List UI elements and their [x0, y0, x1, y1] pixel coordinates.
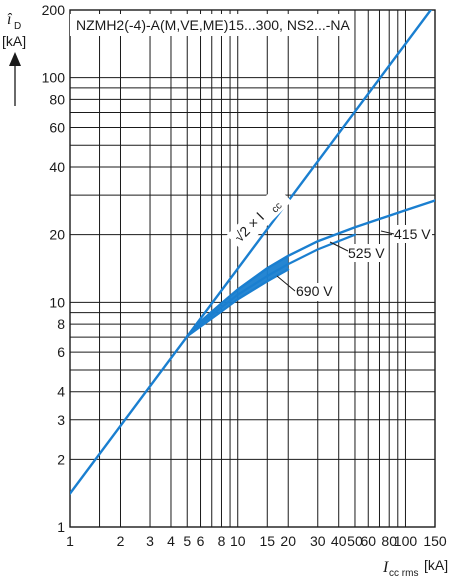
x-axis-label-sub: cc rms: [389, 568, 418, 579]
x-tick-label: 100: [394, 533, 418, 549]
x-tick-label: 50: [347, 533, 363, 549]
annotations: √2 × I cc 415 V 525 V 690 V: [226, 185, 432, 301]
annotation-415v: 415 V: [380, 225, 432, 243]
x-tick-label: 80: [381, 533, 397, 549]
y-axis-arrow-icon: [9, 52, 21, 66]
annotation-415v-leader: [380, 230, 395, 235]
x-tick-label: 8: [218, 533, 226, 549]
y-axis-label: î D [kA]: [2, 11, 26, 106]
y-tick-label: 100: [42, 70, 66, 86]
annotation-690v-label: 690 V: [296, 283, 333, 299]
sqrt2-line: [70, 10, 433, 495]
y-axis-label-main: î: [7, 11, 13, 28]
y-tick-label: 8: [57, 316, 65, 332]
x-tick-label: 60: [360, 533, 376, 549]
x-tick-label: 6: [197, 533, 205, 549]
y-tick-label: 60: [49, 119, 65, 135]
annotation-690v: 690 V: [276, 275, 333, 301]
y-tick-label: 4: [57, 384, 65, 400]
annotation-525v-background: [346, 244, 386, 262]
y-tick-label: 20: [49, 227, 65, 243]
x-tick-label: 40: [331, 533, 347, 549]
y-tick-label: 3: [57, 412, 65, 428]
x-tick-label: 20: [280, 533, 296, 549]
x-axis-label-main: I: [382, 559, 389, 576]
y-tick-label: 40: [49, 159, 65, 175]
grid: [69, 9, 436, 528]
x-tick-label: 30: [310, 533, 326, 549]
y-tick-label: 80: [49, 91, 65, 107]
annotation-415v-background: [392, 225, 432, 243]
annotation-525v: 525 V: [329, 241, 386, 262]
y-tick-label: 1: [57, 519, 65, 535]
title-background: [70, 14, 342, 36]
y-tick-label: 200: [42, 2, 66, 18]
annotation-sqrt2-background: [226, 185, 292, 251]
annotation-690v-leader: [276, 275, 296, 292]
y-tick-label: 10: [49, 294, 65, 310]
x-tick-label: 2: [117, 533, 125, 549]
annotation-525v-label: 525 V: [348, 245, 385, 261]
x-tick-label: 15: [259, 533, 275, 549]
x-tick-label: 5: [183, 533, 191, 549]
y-axis-label-unit: [kA]: [2, 33, 26, 49]
annotation-525v-leader: [329, 241, 349, 252]
annotation-690v-background: [293, 283, 333, 301]
x-axis-label-unit: [kA]: [424, 557, 448, 573]
series-layer: [70, 10, 435, 495]
x-tick-label: 150: [423, 533, 447, 549]
annotation-415v-label: 415 V: [394, 226, 431, 242]
y-axis-label-sub: D: [14, 21, 21, 32]
x-tick-label: 4: [167, 533, 175, 549]
x-tick-label: 3: [146, 533, 154, 549]
y-tick-label: 2: [57, 451, 65, 467]
chart-title: NZMH2(-4)-A(M,VE,ME)15...300, NS2...-NA: [76, 17, 350, 33]
x-tick-label: 10: [230, 533, 246, 549]
series-690v-line: [186, 268, 290, 338]
x-tick-label: 1: [66, 533, 74, 549]
y-tick-label: 6: [57, 344, 65, 360]
series-525v-line: [186, 233, 357, 338]
x-axis-label: I cc rms [kA]: [382, 557, 448, 579]
series-415v-line: [186, 199, 435, 338]
